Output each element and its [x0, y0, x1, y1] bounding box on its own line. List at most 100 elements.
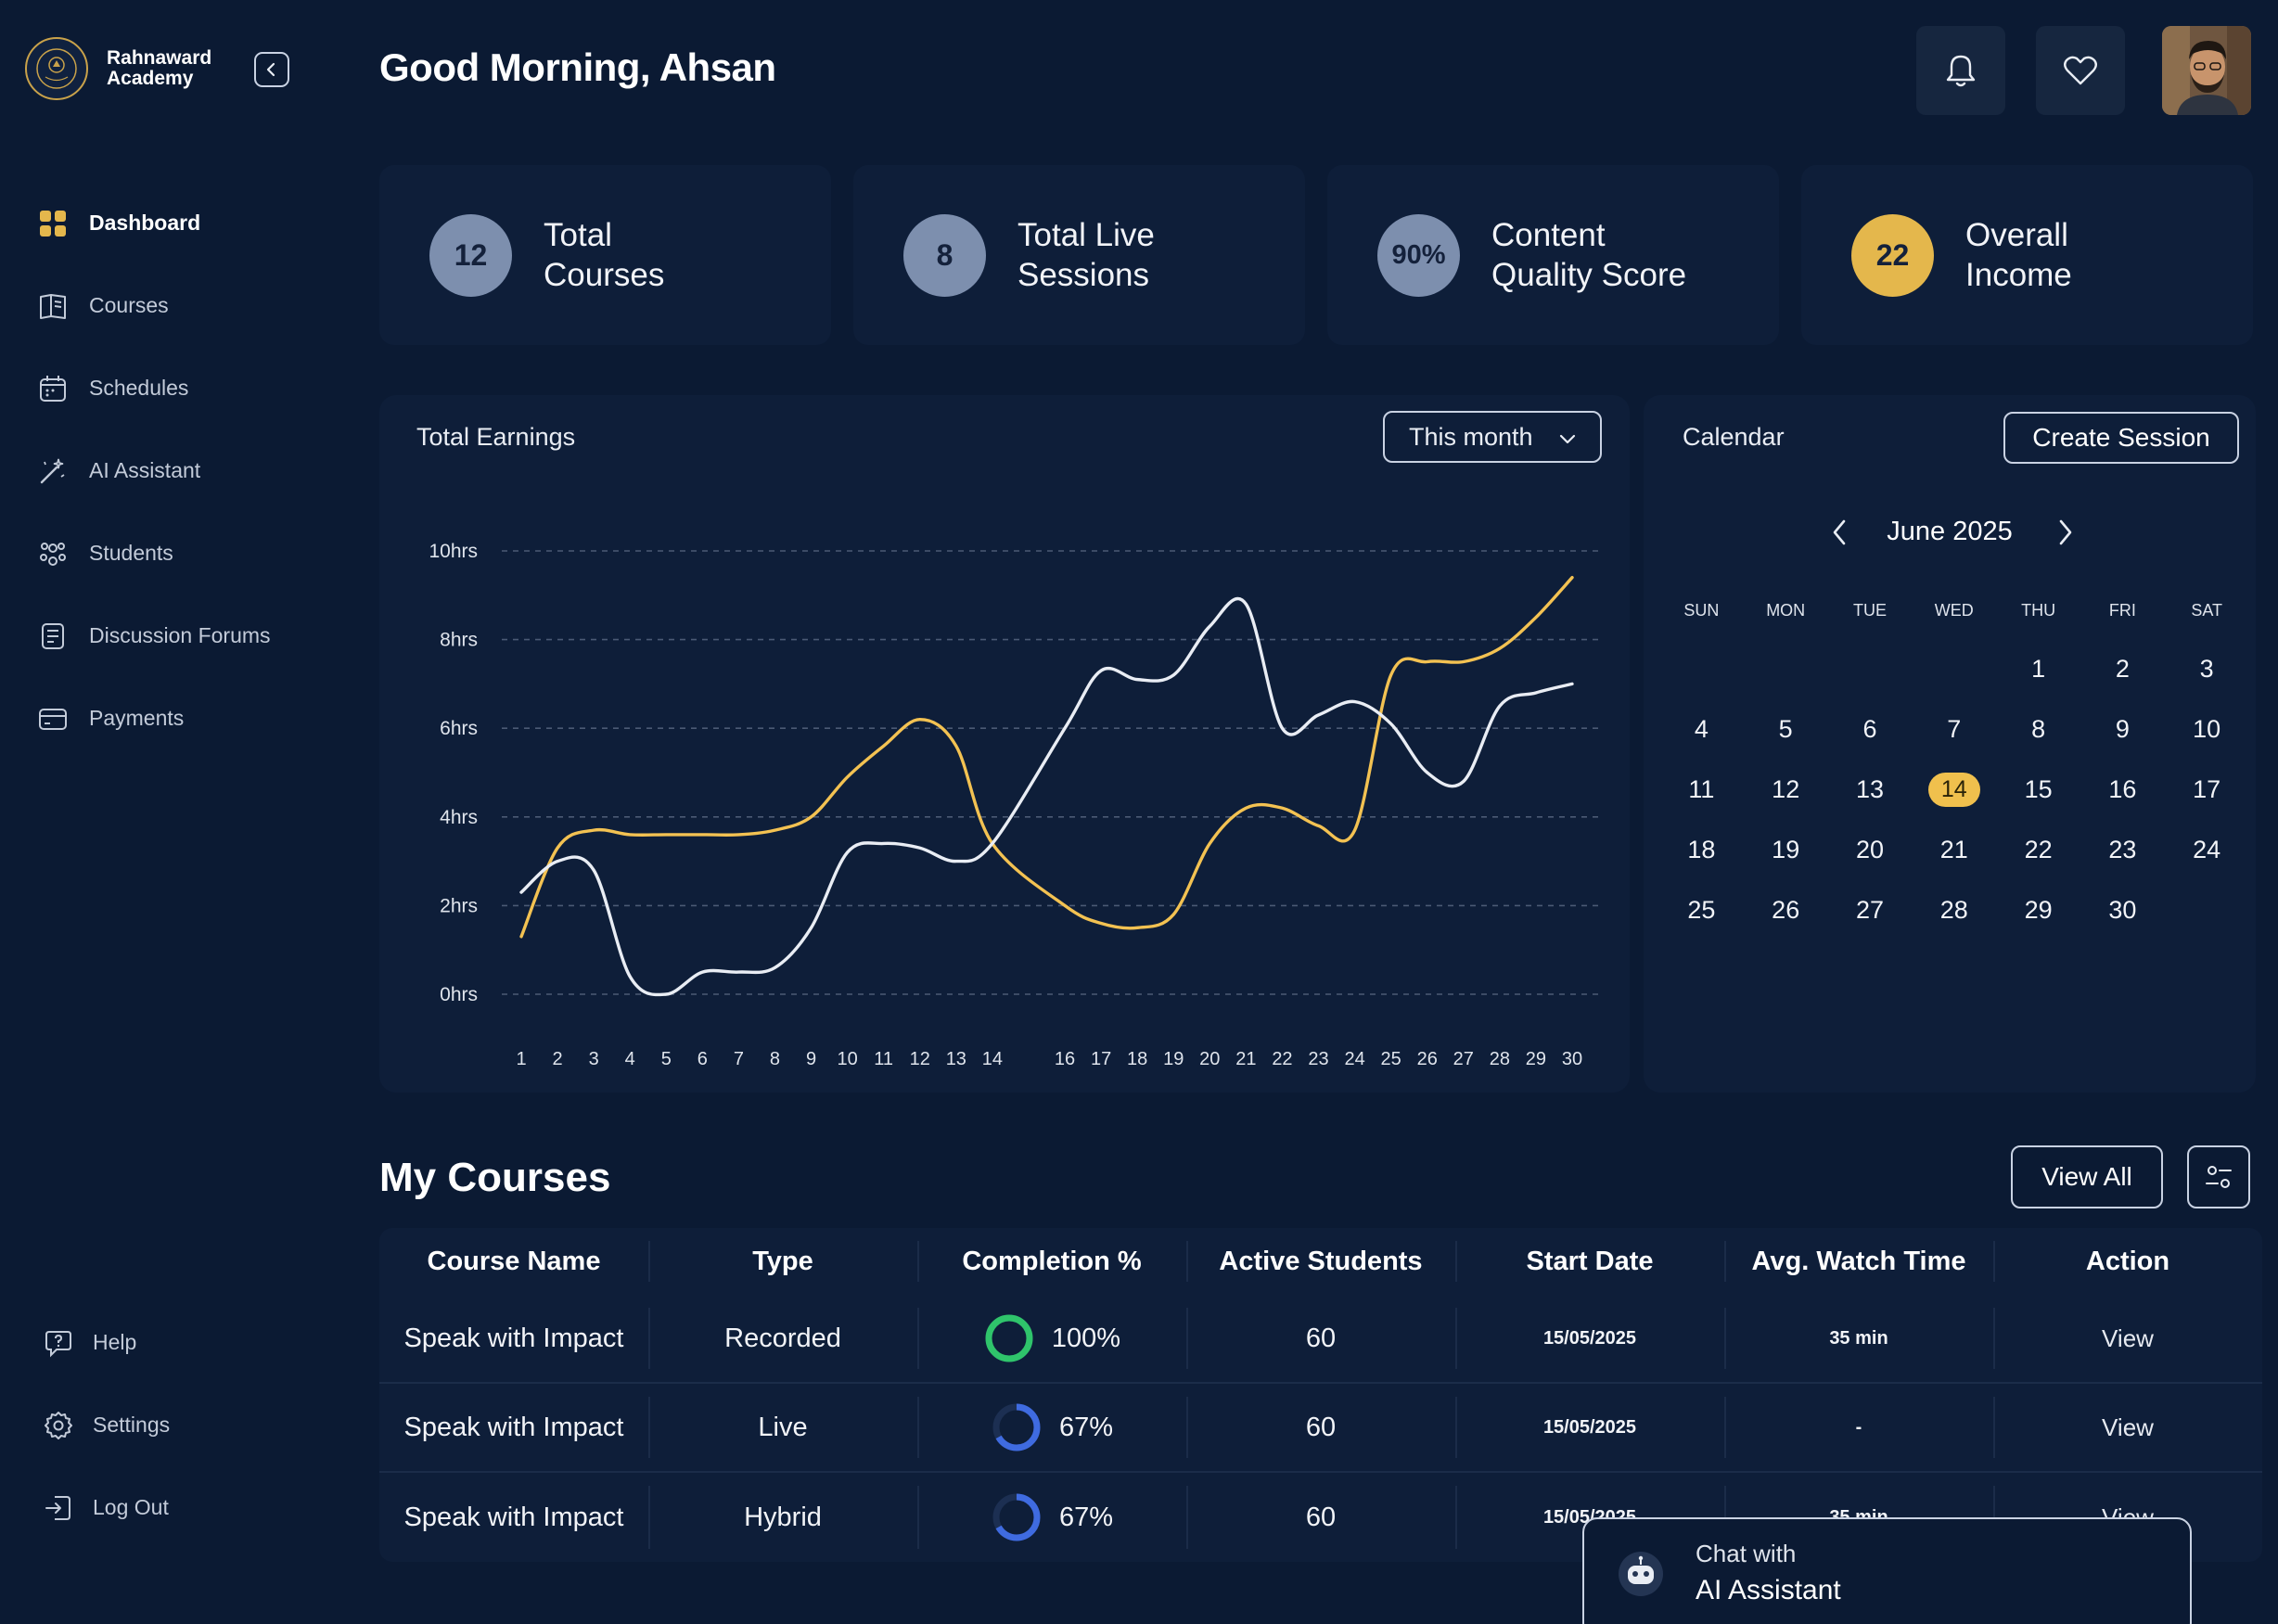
column-header[interactable]: Action: [1993, 1228, 2262, 1295]
x-tick-label: 25: [1381, 1049, 1401, 1069]
course-name: Speak with Impact: [403, 1412, 624, 1442]
sidebar-item-students[interactable]: Students: [37, 512, 271, 595]
calendar-day[interactable]: 20: [1855, 836, 1885, 863]
weekday-label: WED: [1934, 600, 1974, 620]
calendar-day[interactable]: 7: [1947, 715, 1962, 743]
page-title: Good Morning, Ahsan: [379, 45, 776, 89]
completion-ring-fill: [985, 1314, 1033, 1362]
sidebar-item-payments[interactable]: Payments: [37, 677, 271, 760]
column-header[interactable]: Course Name: [427, 1246, 601, 1276]
calendar-day[interactable]: 15: [2024, 775, 2053, 803]
collapse-sidebar-button[interactable]: [254, 52, 289, 87]
calendar-day[interactable]: 11: [1688, 775, 1715, 803]
column-header[interactable]: Start Date: [1455, 1228, 1724, 1295]
weekday-label: SAT: [2191, 600, 2223, 620]
period-select[interactable]: This month: [1383, 411, 1602, 463]
stat-card-quality-score[interactable]: 90% Content Quality Score: [1327, 165, 1779, 345]
calendar-day[interactable]: 10: [2193, 715, 2221, 743]
sidebar-item-schedules[interactable]: Schedules: [37, 347, 271, 429]
view-all-button[interactable]: View All: [2011, 1145, 2163, 1208]
grid-icon: [37, 208, 69, 239]
calendar-day[interactable]: 21: [1939, 836, 1968, 863]
course-name: Speak with Impact: [403, 1323, 624, 1353]
column-header[interactable]: Type: [648, 1228, 917, 1295]
table-row[interactable]: Speak with Impact Recorded 100% 60 15/05…: [379, 1295, 2262, 1384]
calendar-day[interactable]: 1: [2031, 655, 2046, 683]
calendar-day[interactable]: 13: [1855, 775, 1885, 803]
sidebar-item-discussion-forums[interactable]: Discussion Forums: [37, 595, 271, 677]
calendar-day[interactable]: 5: [1778, 715, 1793, 743]
sidebar-item-label: Payments: [89, 706, 185, 730]
calendar-day[interactable]: 29: [2024, 896, 2053, 924]
calendar-day[interactable]: 6: [1862, 715, 1877, 743]
sidebar-item-ai-assistant[interactable]: AI Assistant: [37, 429, 271, 512]
column-header[interactable]: Active Students: [1186, 1228, 1455, 1295]
notifications-button[interactable]: [1916, 26, 2005, 115]
calendar-day[interactable]: 23: [2108, 836, 2137, 863]
calendar-day[interactable]: 24: [2193, 836, 2221, 863]
sidebar-item-settings[interactable]: Settings: [43, 1384, 170, 1466]
x-tick-label: 8: [770, 1049, 780, 1069]
stat-label: Total Courses: [544, 215, 813, 295]
calendar-day[interactable]: 8: [2031, 715, 2046, 743]
completion-ring-fill: [992, 1403, 1041, 1451]
calendar-day[interactable]: 16: [2108, 775, 2137, 803]
stat-label-line2: Income: [1965, 257, 2072, 293]
calendar-day[interactable]: 9: [2115, 715, 2130, 743]
calendar-day[interactable]: 17: [2193, 775, 2221, 803]
x-tick-label: 1: [516, 1049, 526, 1069]
calendar-day[interactable]: 12: [1772, 775, 1800, 803]
user-avatar[interactable]: [2162, 26, 2251, 115]
create-session-button[interactable]: Create Session: [2003, 412, 2239, 464]
calendar-week: 4 5 6 7 8 9 10: [1659, 699, 2249, 760]
stat-card-live-sessions[interactable]: 8 Total Live Sessions: [853, 165, 1305, 345]
table-row[interactable]: Speak with Impact Live 67% 60 15/05/2025…: [379, 1384, 2262, 1473]
calendar-day[interactable]: 14: [1912, 760, 1996, 820]
calendar-day[interactable]: 4: [1694, 715, 1708, 743]
filter-button[interactable]: [2187, 1145, 2250, 1208]
table-row[interactable]: Speak with Impact Hybrid 67% 60 15/05/20…: [379, 1473, 2262, 1562]
course-completion: 67%: [917, 1384, 1186, 1471]
sidebar-item-label: Courses: [89, 293, 169, 317]
sidebar-item-help[interactable]: Help: [43, 1301, 170, 1384]
column-header[interactable]: Avg. Watch Time: [1724, 1228, 1993, 1295]
stat-card-total-courses[interactable]: 12 Total Courses: [379, 165, 831, 345]
stat-value: 90%: [1377, 213, 1460, 297]
x-tick-label: 20: [1199, 1049, 1220, 1069]
next-month-button[interactable]: [2052, 516, 2078, 554]
brand-logo[interactable]: Rahnaward Academy: [25, 37, 211, 100]
calendar-day[interactable]: 28: [1939, 896, 1968, 924]
calendar-day[interactable]: 3: [2199, 655, 2214, 683]
calendar-day[interactable]: 27: [1855, 896, 1885, 924]
y-tick-label: 8hrs: [440, 630, 478, 651]
sidebar-item-log-out[interactable]: Log Out: [43, 1466, 170, 1549]
avatar-photo: [2162, 26, 2251, 115]
table-header-row: Course Name Type Completion % Active Stu…: [379, 1228, 2262, 1295]
chevron-down-icon: [1559, 434, 1576, 444]
view-course-link[interactable]: View: [1993, 1384, 2262, 1471]
calendar-day[interactable]: 22: [2024, 836, 2053, 863]
x-tick-label: 6: [697, 1049, 708, 1069]
calendar-day[interactable]: 18: [1687, 836, 1716, 863]
calendar-week: 11 12 13 14 15 16 17: [1659, 760, 2249, 820]
sidebar-item-courses[interactable]: Courses: [37, 264, 271, 347]
stat-label-line2: Quality Score: [1491, 257, 1687, 293]
completion-percent: 67%: [1058, 1412, 1114, 1442]
x-tick-label: 13: [946, 1049, 966, 1069]
course-type: Live: [648, 1384, 917, 1471]
stat-card-overall-income[interactable]: 22 Overall Income: [1801, 165, 2253, 345]
column-header[interactable]: Completion %: [917, 1228, 1186, 1295]
favorites-button[interactable]: [2036, 26, 2125, 115]
previous-month-button[interactable]: [1827, 516, 1853, 554]
y-tick-label: 4hrs: [440, 807, 478, 828]
view-course-link[interactable]: View: [1993, 1295, 2262, 1382]
calendar-day[interactable]: 2: [2115, 655, 2130, 683]
calendar-day[interactable]: 19: [1772, 836, 1800, 863]
ai-assistant-chat-widget[interactable]: Chat with AI Assistant: [1582, 1517, 2192, 1624]
sidebar-item-dashboard[interactable]: Dashboard: [37, 182, 271, 264]
calendar-day[interactable]: 30: [2108, 896, 2137, 924]
calendar-day[interactable]: 26: [1772, 896, 1800, 924]
stat-value: 12: [429, 213, 512, 297]
x-tick-label: 27: [1453, 1049, 1474, 1069]
calendar-day[interactable]: 25: [1687, 896, 1716, 924]
